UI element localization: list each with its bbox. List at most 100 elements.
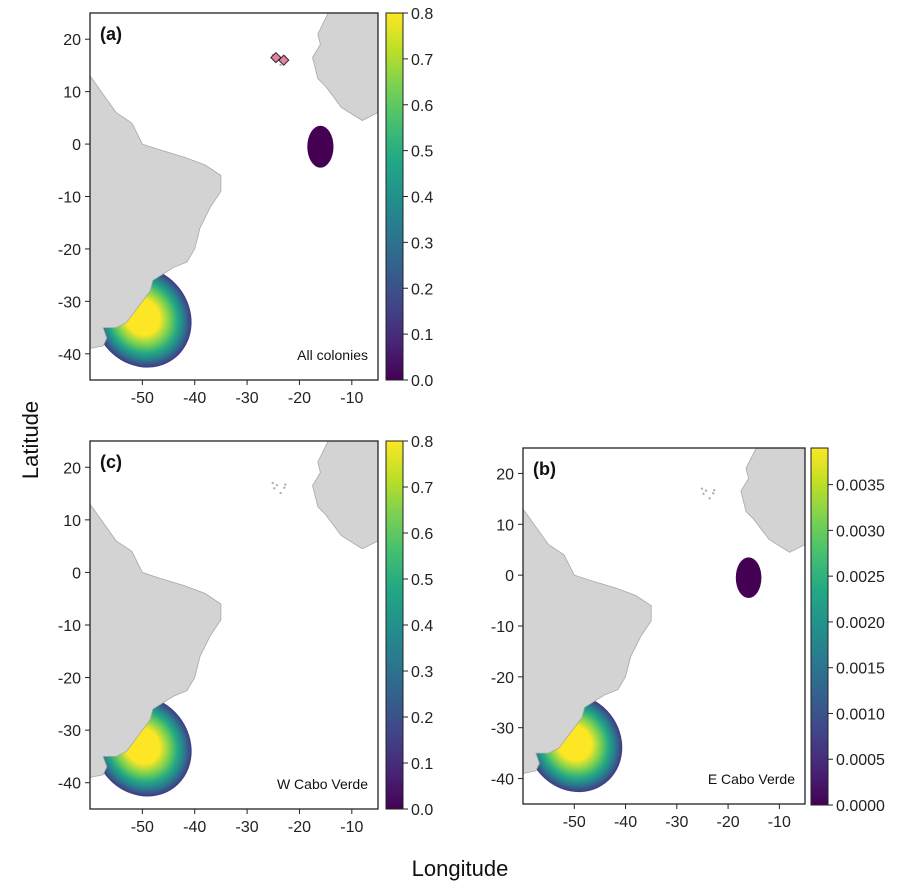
panel-0-ytick-label-6: -40	[58, 347, 81, 364]
panel-1-letter: (c)	[100, 452, 122, 472]
panel-0-cb-tick-label-5: 0.3	[411, 235, 433, 252]
panel-0-cb-tick-label-4: 0.4	[411, 190, 433, 207]
panel-0-ytick-label-5: -30	[58, 294, 81, 311]
panel-0-cb-tick-label-0: 0.8	[411, 6, 433, 23]
panel-1-cb-tick-label-6: 0.2	[411, 710, 433, 727]
panel-0-ytick-label-4: -20	[58, 242, 81, 259]
panel-0-cb-tick-label-1: 0.7	[411, 52, 433, 69]
panel-2-ytick-label-3: -10	[491, 619, 514, 636]
panel-0-xtick-label-4: -10	[340, 390, 363, 407]
panel-2-xtick-label-4: -10	[768, 814, 791, 831]
panel-1-cb-tick-label-0: 0.8	[411, 434, 433, 451]
panel-2-island-4	[713, 489, 716, 492]
panel-0-xtick-label-0: -50	[131, 390, 154, 407]
panel-0-colorbar	[385, 12, 404, 381]
panel-1-ytick-label-6: -40	[58, 776, 81, 793]
panel-0-cb-tick-label-7: 0.1	[411, 327, 433, 344]
panel-2-hotspot-1	[735, 557, 762, 599]
panel-1-ytick-label-5: -30	[58, 723, 81, 740]
panel-0-cb-tick-label-2: 0.6	[411, 98, 433, 115]
panel-1-xtick-label-0: -50	[131, 819, 154, 836]
panel-1: -50 -40 -30 -20 -10 20 10 0 -10 -20 -30 -40 (c) W Cab…	[58, 434, 433, 836]
panel-1-xtick-label-1: -40	[183, 819, 206, 836]
panel-2-island-1	[704, 489, 708, 492]
panel-2-land-south-america	[523, 508, 652, 774]
panel-1-ytick-label-3: -10	[58, 618, 81, 635]
panel-1-xtick-label-3: -20	[288, 819, 311, 836]
panel-1-xtick-label-2: -30	[236, 819, 259, 836]
panel-2-island-2	[708, 497, 711, 500]
panel-2-cb-tick-label-6: 0.0005	[836, 752, 885, 769]
panel-2-cb-tick-label-7: 0.0000	[836, 798, 885, 815]
panel-0-land-africa	[312, 13, 378, 121]
panel-2-cb-tick-label-0: 0.0035	[836, 478, 885, 495]
panel-1-ytick-label-2: 0	[72, 565, 81, 582]
panel-2-land-africa	[740, 448, 805, 553]
panel-1-island-5	[273, 487, 276, 490]
x-axis-title: Longitude	[412, 856, 509, 881]
panel-2-cb-tick-label-3: 0.0020	[836, 615, 885, 632]
panel-1-colorbar	[385, 440, 404, 810]
panel-2-xtick-label-3: -20	[717, 814, 740, 831]
panel-0-colony-marker-1	[278, 54, 290, 66]
panel-2-cb-tick-label-2: 0.0025	[836, 569, 885, 586]
panel-1-ytick-label-4: -20	[58, 671, 81, 688]
panel-0-xtick-label-2: -30	[236, 390, 259, 407]
panel-0-land-south-america	[90, 75, 222, 349]
panel-1-xtick-label-4: -10	[340, 819, 363, 836]
panel-2-xtick-label-0: -50	[563, 814, 586, 831]
panel-0-xtick-label-3: -20	[288, 390, 311, 407]
panel-1-island-2	[279, 491, 282, 495]
panel-2-ytick-label-1: 10	[496, 517, 514, 534]
panel-0-island-2	[279, 63, 282, 67]
panel-0-map	[90, 13, 378, 380]
panel-2: -50 -40 -30 -20 -10 20 10 0 -10 -20 -30 -40 (b) E Cab…	[491, 447, 885, 831]
panel-0-xtick-label-1: -40	[183, 390, 206, 407]
panel-0-hotspot-1	[307, 125, 334, 168]
panel-1-island-0	[271, 481, 274, 485]
panel-1-map	[90, 441, 378, 809]
panel-1-cb-tick-label-4: 0.4	[411, 618, 433, 635]
panel-1-cb-tick-label-8: 0.0	[411, 802, 433, 819]
panel-1-ytick-label-0: 20	[63, 460, 81, 477]
panel-2-ytick-label-0: 20	[496, 466, 514, 483]
panel-2-cb-tick-label-1: 0.0030	[836, 523, 885, 540]
panel-2-ytick-label-6: -40	[491, 772, 514, 789]
panel-1-cb-tick-label-7: 0.1	[411, 756, 433, 773]
panel-0-ytick-label-1: 10	[63, 85, 81, 102]
panel-2-xtick-label-2: -30	[665, 814, 688, 831]
panel-2-ytick-label-2: 0	[505, 568, 514, 585]
panel-2-island-5	[702, 492, 705, 495]
panel-1-island-1	[275, 483, 279, 487]
panel-2-colorbar	[810, 447, 829, 806]
panel-0: -50 -40 -30 -20 -10 20 10 0 -10 -20 -30 -40 (a) All c…	[58, 6, 433, 407]
panel-2-ytick-label-4: -20	[491, 670, 514, 687]
panel-2-island-0	[700, 487, 704, 490]
panel-0-cb-tick-label-6: 0.2	[411, 281, 433, 298]
panel-2-island-3	[712, 492, 715, 495]
panel-0-ytick-label-0: 20	[63, 32, 81, 49]
panel-1-annotation: W Cabo Verde	[277, 776, 368, 792]
panel-1-cb-tick-label-3: 0.5	[411, 572, 433, 589]
panel-1-cb-tick-label-1: 0.7	[411, 480, 433, 497]
panel-2-ytick-label-5: -30	[491, 721, 514, 738]
panel-1-cb-tick-label-2: 0.6	[411, 526, 433, 543]
panel-2-cb-tick-label-4: 0.0015	[836, 661, 885, 678]
panel-1-cb-tick-label-5: 0.3	[411, 664, 433, 681]
panel-1-ytick-label-1: 10	[63, 513, 81, 530]
panel-1-land-south-america	[90, 503, 222, 778]
panel-1-land-africa	[312, 441, 378, 550]
panel-2-xtick-label-1: -40	[614, 814, 637, 831]
panel-1-island-4	[284, 483, 287, 486]
panel-0-annotation: All colonies	[297, 347, 368, 363]
panel-2-cb-tick-label-5: 0.0010	[836, 706, 885, 723]
panel-0-cb-tick-label-8: 0.0	[411, 373, 433, 390]
panel-0-ytick-label-3: -10	[58, 190, 81, 207]
panel-0-letter: (a)	[100, 24, 122, 44]
panel-1-island-3	[283, 486, 286, 489]
y-axis-title: Latitude	[18, 401, 43, 479]
panel-2-letter: (b)	[533, 459, 556, 479]
panel-2-annotation: E Cabo Verde	[708, 771, 795, 787]
panel-0-cb-tick-label-3: 0.5	[411, 144, 433, 161]
